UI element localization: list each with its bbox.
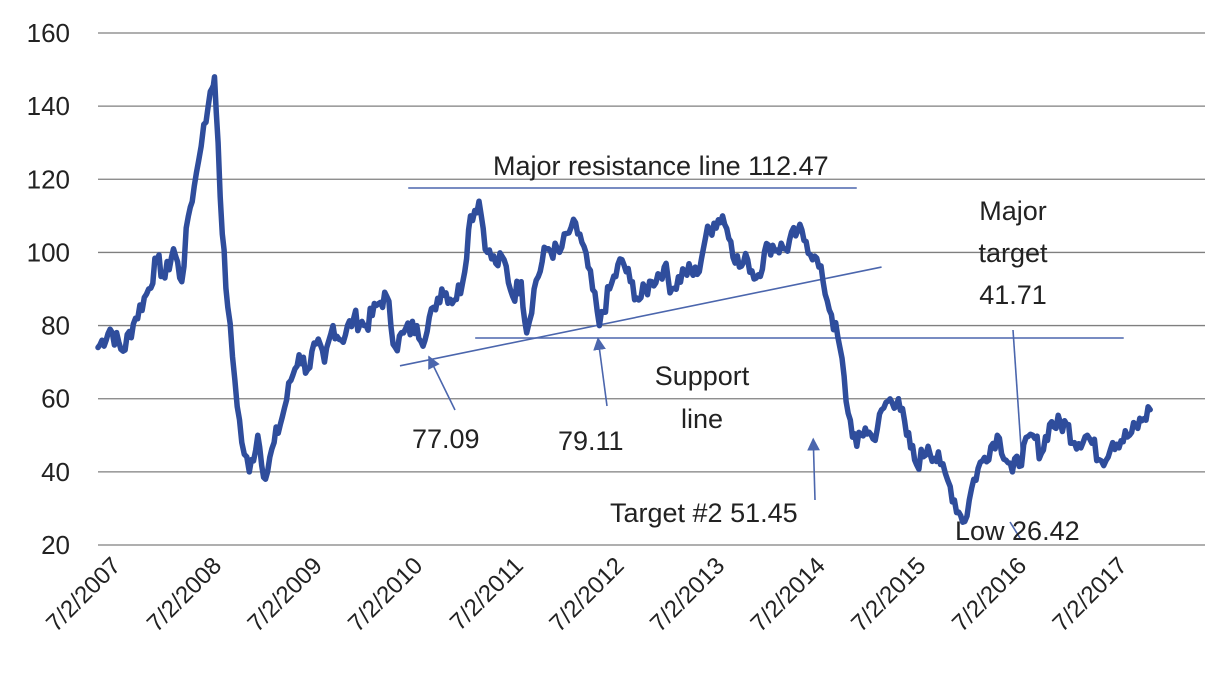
low-77-label: 77.09 bbox=[412, 424, 480, 454]
y-tick-label: 60 bbox=[41, 384, 70, 414]
low-26-label: Low 26.42 bbox=[955, 516, 1080, 546]
y-tick-label: 140 bbox=[27, 91, 70, 121]
x-tick-label: 7/2/2009 bbox=[242, 552, 327, 637]
x-tick-label: 7/2/2007 bbox=[41, 552, 126, 637]
target-2-arrow bbox=[807, 437, 820, 501]
annotation-lines bbox=[399, 187, 1124, 539]
major-target-label-3: 41.71 bbox=[979, 280, 1047, 310]
x-axis-ticks: 7/2/2007 7/2/2008 7/2/2009 7/2/2010 7/2/2011… bbox=[41, 552, 1133, 637]
y-tick-label: 120 bbox=[27, 164, 70, 194]
series-line-0 bbox=[95, 74, 1153, 525]
major-target-label-2: target bbox=[978, 238, 1048, 268]
y-tick-label: 40 bbox=[41, 457, 70, 487]
low-79-arrow bbox=[593, 337, 608, 407]
x-tick-label: 7/2/2015 bbox=[846, 552, 931, 637]
x-tick-label: 7/2/2012 bbox=[544, 552, 629, 637]
low-79-label: 79.11 bbox=[558, 426, 624, 456]
target-2-label: Target #2 51.45 bbox=[610, 498, 798, 528]
major-target-label-1: Major bbox=[979, 196, 1047, 226]
y-axis-ticks: 20 40 60 80 100 120 140 160 bbox=[27, 18, 70, 560]
x-tick-label: 7/2/2010 bbox=[343, 552, 428, 637]
trend-line bbox=[399, 266, 882, 367]
y-tick-label: 100 bbox=[27, 237, 70, 267]
x-tick-label: 7/2/2008 bbox=[142, 552, 227, 637]
x-tick-label: 7/2/2011 bbox=[445, 552, 529, 636]
resistance-label: Major resistance line 112.47 bbox=[493, 151, 829, 181]
series bbox=[95, 74, 1153, 525]
x-tick-label: 7/2/2014 bbox=[746, 552, 831, 637]
low-pointer bbox=[1009, 521, 1021, 539]
grid bbox=[98, 32, 1205, 546]
y-tick-label: 160 bbox=[27, 18, 70, 48]
y-tick-label: 20 bbox=[41, 530, 70, 560]
x-tick-label: 7/2/2013 bbox=[645, 552, 730, 637]
support-label-1: Support bbox=[655, 361, 750, 391]
x-tick-label: 7/2/2016 bbox=[947, 552, 1032, 637]
support-label-2: line bbox=[681, 404, 723, 434]
low-77-arrow bbox=[428, 355, 456, 411]
y-tick-label: 80 bbox=[41, 311, 70, 341]
x-tick-label: 7/2/2017 bbox=[1048, 552, 1133, 637]
major-target-pointer bbox=[1012, 329, 1023, 463]
